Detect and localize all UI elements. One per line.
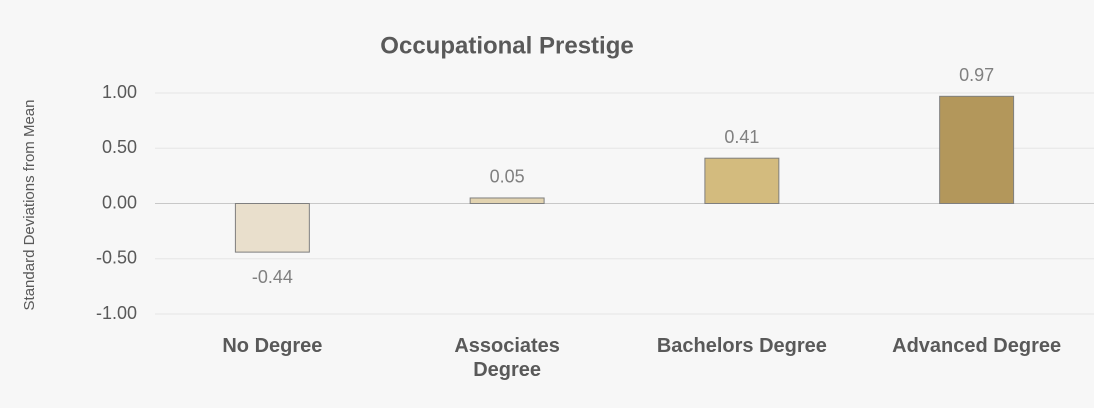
chart-title: Occupational Prestige [380, 32, 633, 59]
data-label: -0.44 [252, 267, 293, 287]
bar [939, 95, 1015, 204]
y-tick-label: -0.50 [96, 248, 137, 268]
x-tick-label: No Degree [222, 335, 323, 357]
x-tick-label: Advanced Degree [892, 335, 1062, 357]
data-label: 0.05 [490, 167, 525, 187]
data-label: 0.41 [724, 127, 759, 147]
data-label: 0.97 [959, 65, 994, 85]
x-tick-label-box: Bachelors Degree [656, 335, 827, 357]
x-tick-label-box: Advanced Degree [892, 335, 1062, 357]
x-tick-label: Associates Degree [454, 335, 560, 381]
y-axis-title: Standard Deviations from Mean [21, 100, 38, 311]
y-tick-label: 0.50 [102, 137, 137, 157]
bar [469, 197, 545, 205]
x-tick-label: Bachelors Degree [656, 335, 827, 357]
y-tick-label: -1.00 [96, 303, 137, 323]
bar [234, 203, 310, 253]
x-tick-label-box: Associates Degree [454, 335, 560, 381]
x-tick-label-box: No Degree [222, 335, 323, 357]
y-tick-label: 1.00 [102, 82, 137, 102]
bar [704, 157, 780, 205]
y-tick-label: 0.00 [102, 192, 137, 212]
